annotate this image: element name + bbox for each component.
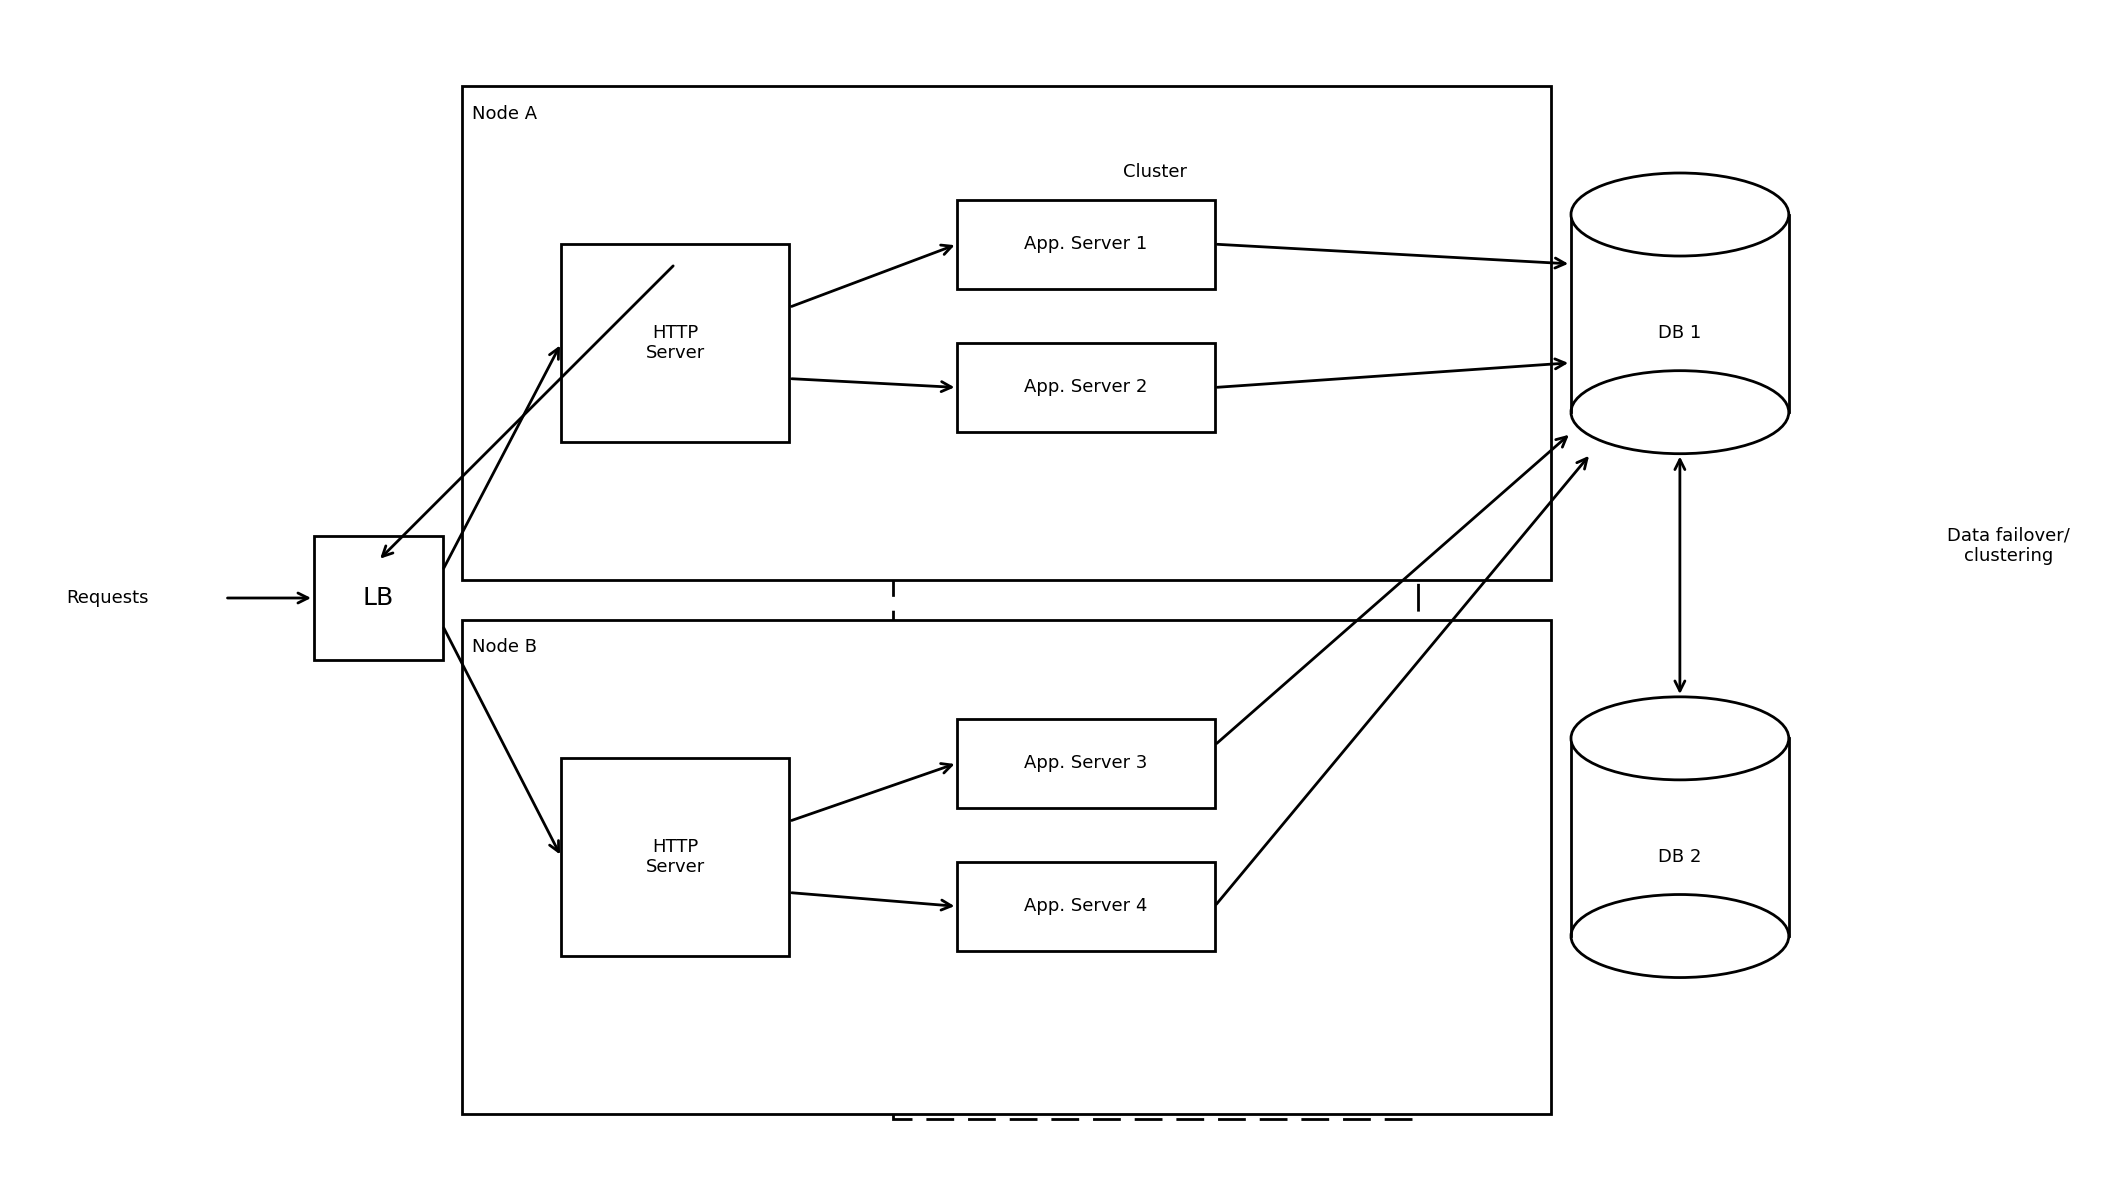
Text: DB 1: DB 1: [1658, 324, 1702, 342]
Text: Node A: Node A: [472, 105, 538, 123]
Ellipse shape: [1571, 697, 1788, 780]
Bar: [957, 200, 1215, 288]
Bar: [561, 244, 789, 441]
Bar: [1571, 214, 1788, 413]
Text: HTTP
Server: HTTP Server: [645, 324, 704, 362]
Bar: [957, 862, 1215, 951]
Text: App. Server 2: App. Server 2: [1025, 378, 1147, 396]
Ellipse shape: [1571, 173, 1788, 256]
Text: App. Server 4: App. Server 4: [1025, 897, 1147, 915]
Text: LB: LB: [363, 586, 394, 610]
Text: App. Server 3: App. Server 3: [1025, 753, 1147, 773]
Bar: [314, 536, 443, 660]
Bar: [462, 620, 1552, 1113]
Text: HTTP
Server: HTTP Server: [645, 837, 704, 877]
Bar: [957, 343, 1215, 432]
Text: DB 2: DB 2: [1658, 848, 1702, 866]
Text: Data failover/
clustering: Data failover/ clustering: [1947, 526, 2071, 565]
Bar: [1571, 738, 1788, 936]
Bar: [561, 758, 789, 956]
Text: Cluster: Cluster: [1124, 163, 1187, 181]
Bar: [892, 151, 1417, 1119]
Text: Node B: Node B: [472, 639, 538, 657]
Text: App. Server 1: App. Server 1: [1025, 236, 1147, 254]
Bar: [957, 719, 1215, 807]
Bar: [462, 86, 1552, 580]
Text: Requests: Requests: [65, 588, 150, 608]
